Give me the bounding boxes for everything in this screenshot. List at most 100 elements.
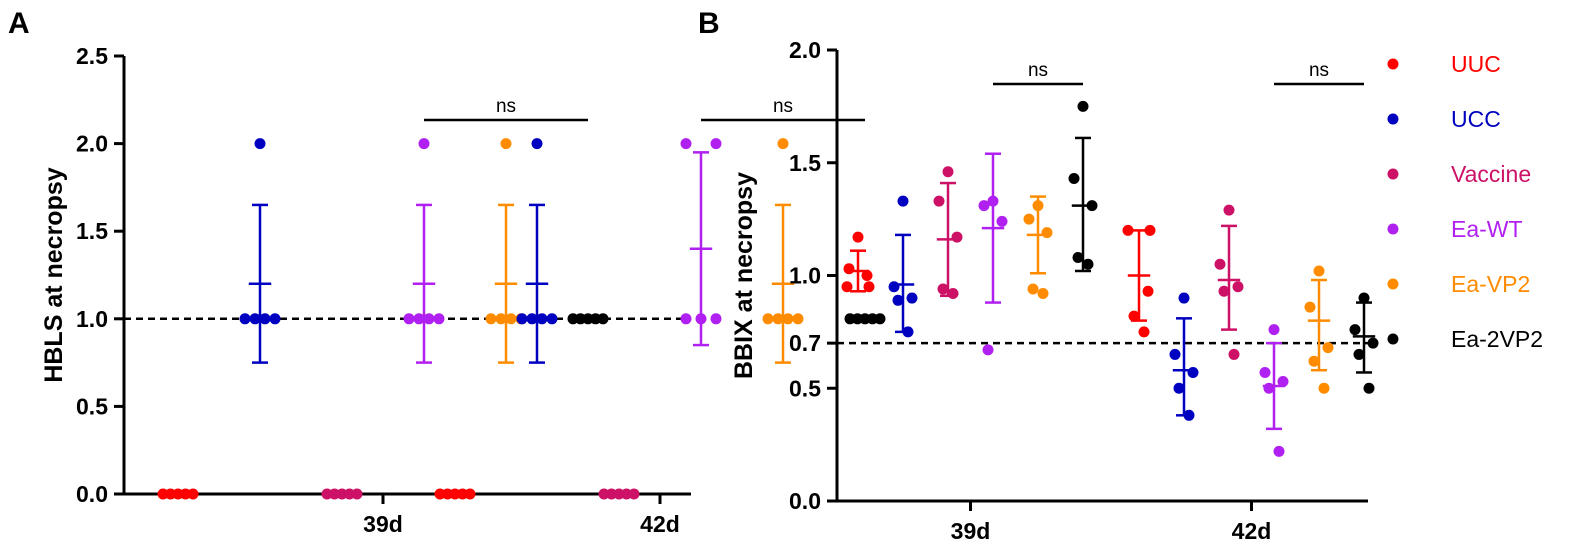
y-axis-title: HBLS at necropsy [40, 167, 68, 382]
data-point [1268, 324, 1280, 336]
y-tick-label: 1.5 [789, 150, 821, 176]
legend-marker [1387, 58, 1399, 70]
data-point [710, 138, 722, 150]
data-point [1232, 281, 1244, 293]
data-point [762, 313, 774, 325]
data-point [259, 313, 271, 325]
data-point [187, 488, 199, 500]
data-point [947, 288, 959, 300]
data-point [531, 138, 543, 150]
legend-marker [1387, 333, 1399, 345]
data-point [597, 313, 609, 325]
data-point [1273, 445, 1285, 457]
data-point [874, 313, 886, 325]
data-point [1318, 382, 1330, 394]
legend-label: UCC [1451, 106, 1501, 132]
data-point [680, 138, 692, 150]
data-point [1082, 258, 1094, 270]
data-point [1349, 324, 1361, 336]
data-point [695, 313, 707, 325]
data-point [861, 270, 873, 281]
data-point [495, 313, 507, 325]
data-point [1144, 224, 1156, 236]
data-point [1173, 382, 1185, 394]
y-tick-label: 0.0 [789, 488, 821, 514]
data-point [536, 313, 548, 325]
y-axis-title: BBIX at necropsy [730, 172, 758, 379]
category-label: 42d [1232, 518, 1272, 544]
panel-label-b: B [698, 7, 720, 40]
data-point [1037, 288, 1049, 300]
category-label: 39d [363, 511, 403, 537]
data-point [1214, 258, 1226, 270]
data-point [996, 215, 1008, 227]
legend-marker [1387, 223, 1399, 235]
significance-label: ns [496, 96, 516, 117]
data-point [892, 294, 904, 306]
data-point [1142, 285, 1154, 297]
legend-label: UUC [1451, 51, 1501, 77]
data-point [1228, 348, 1240, 360]
data-point [351, 488, 363, 500]
data-point [1068, 173, 1080, 185]
data-point [1041, 227, 1053, 239]
data-point [1322, 342, 1334, 354]
data-point [1363, 382, 1375, 394]
data-point [1367, 337, 1379, 349]
data-point [485, 313, 497, 325]
y-tick-label: 0.7 [789, 330, 821, 356]
y-tick-label: 2.5 [76, 43, 108, 69]
data-point [1128, 310, 1140, 322]
y-tick-label: 0.5 [76, 393, 108, 419]
data-point [505, 313, 517, 325]
panel-label-a: A [8, 7, 30, 40]
y-tick-label: 1.5 [76, 218, 108, 244]
data-point [777, 138, 789, 150]
data-point [937, 283, 949, 295]
data-point [413, 313, 425, 325]
y-tick-label: 1.0 [789, 263, 821, 289]
y-tick-label: 1.0 [76, 306, 108, 332]
data-point [1353, 348, 1365, 360]
data-point [987, 195, 999, 207]
legend-label: Ea-2VP2 [1451, 326, 1543, 352]
category-label: 39d [951, 518, 991, 544]
data-point [1313, 265, 1325, 277]
data-point [710, 313, 722, 325]
data-point [942, 166, 954, 178]
data-point [418, 138, 430, 150]
y-tick-label: 0.5 [789, 375, 821, 401]
data-point [843, 263, 855, 275]
data-point [423, 313, 435, 325]
data-point [403, 313, 415, 325]
y-tick-label: 0.0 [76, 481, 108, 507]
data-point [1223, 204, 1235, 216]
data-point [1086, 200, 1098, 212]
data-point [1072, 251, 1084, 263]
data-point [1138, 326, 1150, 338]
data-point [933, 195, 945, 207]
data-point [1027, 283, 1039, 295]
data-point [906, 292, 918, 304]
data-point [269, 313, 281, 325]
data-point [1122, 224, 1134, 236]
data-point [1277, 375, 1289, 387]
legend-label: Ea-VP2 [1451, 271, 1530, 297]
data-point [1308, 355, 1320, 367]
data-point [1032, 200, 1044, 212]
data-point [254, 138, 266, 150]
data-point [546, 313, 558, 325]
data-point [902, 326, 914, 338]
data-point [1218, 285, 1230, 297]
data-point [1304, 301, 1316, 313]
legend-marker [1387, 278, 1399, 290]
data-point [1263, 382, 1275, 394]
data-point [516, 313, 528, 325]
data-point [841, 281, 853, 293]
data-point [897, 195, 909, 207]
data-point [464, 488, 476, 500]
category-label: 42d [640, 511, 680, 537]
legend-label: Ea-WT [1451, 216, 1523, 242]
data-point [1023, 213, 1035, 225]
